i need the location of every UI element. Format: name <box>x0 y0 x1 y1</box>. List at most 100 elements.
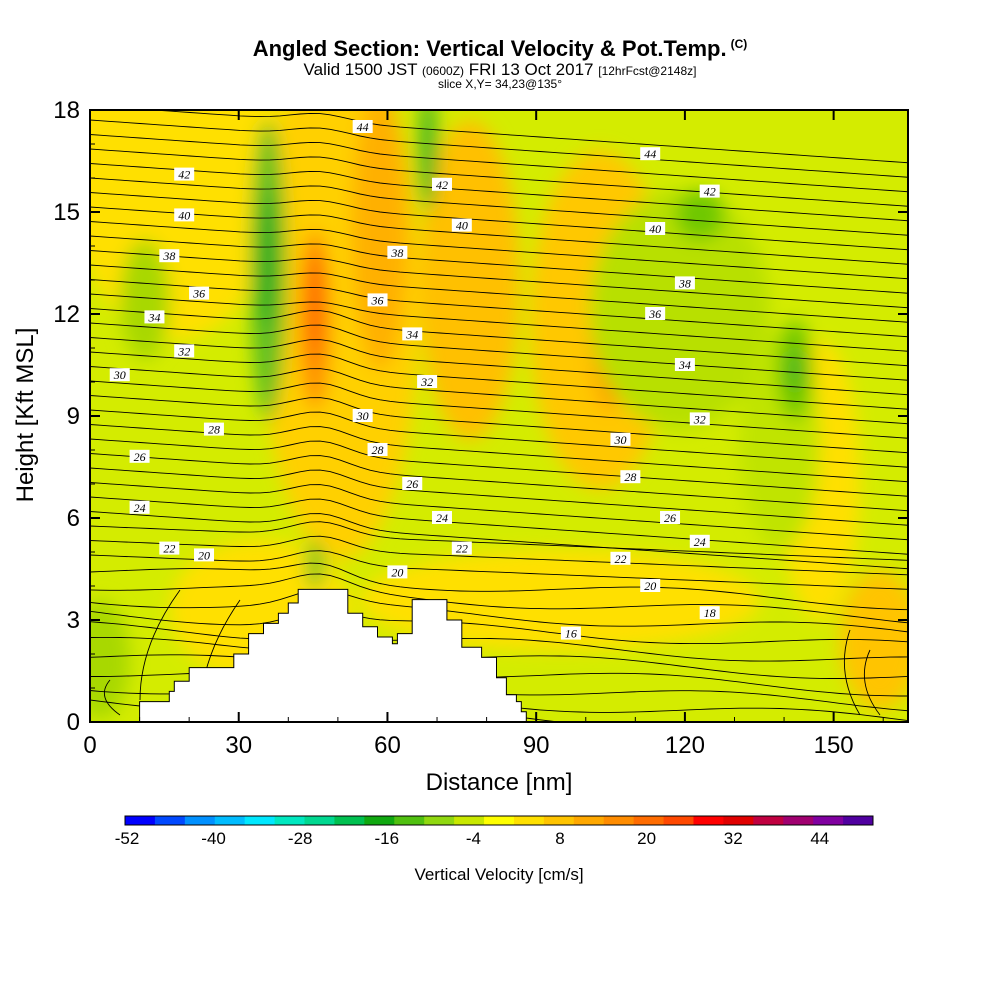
contour-label-bg <box>431 511 452 524</box>
contour-label-bg <box>674 358 695 371</box>
contour-label-bg <box>402 477 423 490</box>
contour-label: 42 <box>699 184 720 199</box>
contour-label-bg <box>159 541 180 555</box>
theta-contour <box>90 206 908 265</box>
colorbar-swatch <box>364 816 395 825</box>
contour-label-text: 40 <box>456 219 468 233</box>
contour-label: 26 <box>402 477 423 491</box>
x-axis-title: Distance [nm] <box>426 769 573 796</box>
theta-contour <box>90 651 908 697</box>
colorbar-swatch <box>633 816 665 825</box>
colorbar-swatch <box>394 816 425 825</box>
contour-label-bg <box>645 307 666 320</box>
colorbar-swatch <box>154 816 186 825</box>
velocity-cell <box>420 120 520 440</box>
colorbar-swatch <box>813 816 844 825</box>
theta-contour <box>90 322 908 381</box>
contour-label: 22 <box>610 551 631 566</box>
colorbar-swatch <box>753 816 784 825</box>
contour-label-text: 22 <box>614 552 626 566</box>
contour-label-text: 36 <box>192 287 205 301</box>
theta-contour <box>90 589 908 633</box>
theta-contour <box>90 521 908 561</box>
colorbar-tick-label: -40 <box>201 829 226 848</box>
contour-label-bg <box>159 249 180 263</box>
theta-contour <box>90 134 908 193</box>
valid-time: Valid 1500 JST <box>303 60 418 79</box>
contour-label: 24 <box>431 511 452 525</box>
forecast-info: [12hrFcst@2148z] <box>598 64 697 78</box>
valid-utc: (0600Z) <box>422 64 465 78</box>
contour-label-text: 26 <box>406 477 418 491</box>
contour-label-bg <box>620 470 641 484</box>
theta-contour <box>90 192 908 251</box>
contour-label-text: 44 <box>357 120 369 134</box>
colorbar-tick-label: 20 <box>637 829 656 848</box>
contour-label-bg <box>189 286 210 300</box>
colorbar-swatch <box>513 816 545 825</box>
contour-label: 24 <box>689 534 710 549</box>
contour-label-text: 30 <box>613 433 626 447</box>
contour-label-bg <box>610 432 631 446</box>
theta-contour <box>90 550 908 590</box>
y-tick-label: 15 <box>53 199 80 226</box>
contour-label-text: 28 <box>624 470 636 484</box>
theta-contour <box>90 351 908 410</box>
theta-contour <box>90 573 908 624</box>
contour-label-bg <box>640 579 661 592</box>
valid-date: FRI 13 Oct 2017 <box>468 60 594 79</box>
contour-label-text: 28 <box>208 423 220 437</box>
velocity-cell <box>90 600 130 720</box>
contour-label-text: 20 <box>644 579 656 593</box>
x-tick-label: 30 <box>225 732 252 759</box>
theta-contour <box>90 221 908 280</box>
colorbar-swatch <box>484 816 515 825</box>
contour-label: 38 <box>674 276 695 290</box>
contour-label-bg <box>640 147 661 161</box>
contour-label-text: 42 <box>704 185 716 199</box>
theta-contour <box>90 453 908 512</box>
theta-contour <box>139 589 181 701</box>
velocity-cell <box>590 190 770 430</box>
contour-label: 44 <box>640 147 661 161</box>
colorbar-frame <box>124 815 874 826</box>
y-tick-label: 9 <box>67 403 80 430</box>
theta-contour <box>90 562 908 611</box>
colorbar-swatch <box>723 816 754 825</box>
contour-label: 32 <box>689 412 710 426</box>
colorbar-swatch <box>125 816 156 825</box>
contour-label-text: 32 <box>693 412 706 426</box>
theta-contour <box>90 366 908 425</box>
chart-title: Angled Section: Vertical Velocity & Pot.… <box>0 36 1000 62</box>
contour-label-bg <box>451 541 472 555</box>
contour-label-bg <box>174 167 195 181</box>
contour-label-bg <box>203 422 224 436</box>
theta-contour <box>90 264 908 323</box>
theta-contour <box>90 119 908 178</box>
contour-label-text: 24 <box>134 501 146 515</box>
contour-label: 34 <box>674 358 695 372</box>
colorbar-swatch <box>304 816 335 825</box>
contour-label-text: 24 <box>694 535 706 549</box>
colorbar-swatch <box>214 816 246 825</box>
colorbar-swatch <box>184 816 216 825</box>
contour-label-text: 44 <box>644 147 656 161</box>
terrain <box>90 588 908 722</box>
colorbar-swatch <box>843 816 874 825</box>
y-tick-label: 3 <box>67 607 80 634</box>
contour-label-text: 18 <box>704 606 716 620</box>
contour-label-bg <box>560 626 581 640</box>
colorbar-title: Vertical Velocity [cm/s] <box>414 865 583 884</box>
chart-title-text: Angled Section: Vertical Velocity & Pot.… <box>252 36 727 61</box>
contour-label-text: 38 <box>162 249 175 263</box>
contour-label: 24 <box>129 500 150 515</box>
theta-contour <box>843 629 861 716</box>
contour-label-text: 20 <box>198 548 210 562</box>
velocity-cell <box>675 190 725 240</box>
contour-label-text: 22 <box>163 542 175 556</box>
x-tick-label: 0 <box>83 732 96 759</box>
contour-label-text: 30 <box>113 368 126 382</box>
contour-labels: 44 44 42 42 42 40 40 40 38 38 38 36 36 36 34 34 34 32 32 32… <box>109 120 720 641</box>
contour-label: 26 <box>129 449 150 464</box>
